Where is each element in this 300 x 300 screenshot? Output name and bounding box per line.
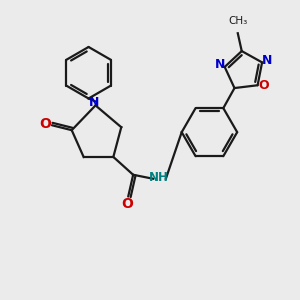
Text: NH: NH bbox=[149, 171, 169, 184]
Text: O: O bbox=[121, 197, 133, 212]
Text: CH₃: CH₃ bbox=[228, 16, 248, 26]
Text: N: N bbox=[262, 54, 272, 67]
Text: O: O bbox=[258, 79, 269, 92]
Text: N: N bbox=[89, 96, 100, 109]
Text: N: N bbox=[214, 58, 225, 71]
Text: O: O bbox=[39, 117, 51, 131]
